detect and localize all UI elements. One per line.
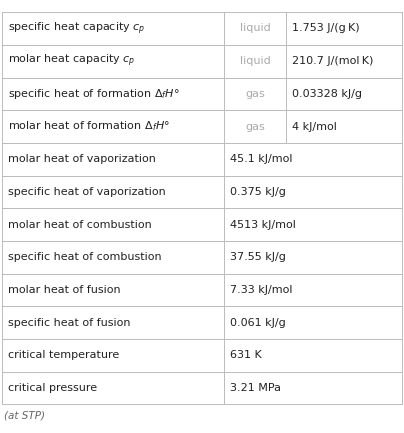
Text: molar heat capacity $c_p$: molar heat capacity $c_p$: [8, 53, 135, 69]
Text: 37.55 kJ/g: 37.55 kJ/g: [230, 252, 286, 262]
Text: specific heat of fusion: specific heat of fusion: [8, 318, 130, 328]
Text: 210.7 J/(mol K): 210.7 J/(mol K): [292, 56, 373, 66]
Text: 0.061 kJ/g: 0.061 kJ/g: [230, 318, 286, 328]
Text: gas: gas: [245, 122, 265, 132]
Text: specific heat of combustion: specific heat of combustion: [8, 252, 162, 262]
Text: 3.21 MPa: 3.21 MPa: [230, 383, 281, 393]
Text: 1.753 J/(g K): 1.753 J/(g K): [292, 23, 360, 33]
Text: specific heat of formation $\Delta_f H°$: specific heat of formation $\Delta_f H°$: [8, 87, 180, 101]
Text: molar heat of formation $\Delta_f H°$: molar heat of formation $\Delta_f H°$: [8, 120, 170, 133]
Text: 45.1 kJ/mol: 45.1 kJ/mol: [230, 154, 292, 164]
Text: (at STP): (at STP): [4, 411, 45, 421]
Text: molar heat of fusion: molar heat of fusion: [8, 285, 121, 295]
Text: critical temperature: critical temperature: [8, 350, 119, 360]
Text: critical pressure: critical pressure: [8, 383, 97, 393]
Text: molar heat of combustion: molar heat of combustion: [8, 220, 152, 229]
Text: specific heat of vaporization: specific heat of vaporization: [8, 187, 166, 197]
Text: gas: gas: [245, 89, 265, 99]
Text: 4 kJ/mol: 4 kJ/mol: [292, 122, 337, 132]
Text: liquid: liquid: [240, 23, 270, 33]
Text: 7.33 kJ/mol: 7.33 kJ/mol: [230, 285, 292, 295]
Text: specific heat capacity $c_p$: specific heat capacity $c_p$: [8, 20, 145, 37]
Text: molar heat of vaporization: molar heat of vaporization: [8, 154, 156, 164]
Text: 4513 kJ/mol: 4513 kJ/mol: [230, 220, 296, 229]
Text: liquid: liquid: [240, 56, 270, 66]
Text: 0.375 kJ/g: 0.375 kJ/g: [230, 187, 286, 197]
Text: 0.03328 kJ/g: 0.03328 kJ/g: [292, 89, 362, 99]
Text: 631 K: 631 K: [230, 350, 262, 360]
